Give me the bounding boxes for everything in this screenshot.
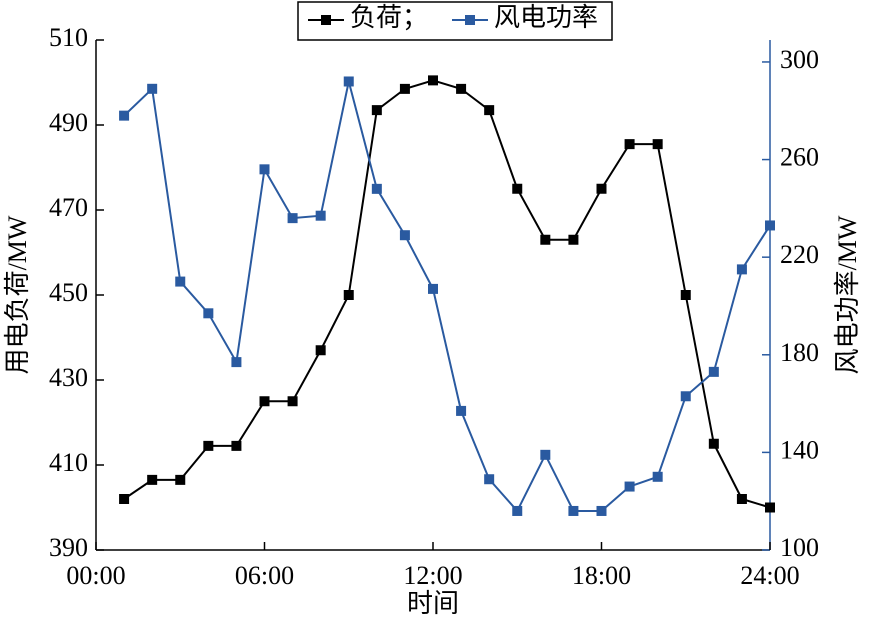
y-tick-label: 490	[49, 108, 88, 137]
y2-tick-label: 220	[780, 240, 819, 269]
series-marker	[708, 366, 719, 377]
series-marker	[456, 83, 467, 94]
series-marker	[540, 234, 551, 245]
x-axis-label: 时间	[407, 589, 459, 618]
series-marker	[175, 474, 186, 485]
series-marker	[175, 276, 186, 287]
series-marker	[765, 220, 775, 231]
series-marker	[428, 75, 438, 86]
series-marker	[231, 357, 242, 368]
series-marker	[484, 105, 495, 116]
series-marker	[203, 440, 214, 451]
x-tick-label: 12:00	[403, 561, 462, 590]
series-marker	[456, 405, 467, 416]
y2-tick-label: 300	[780, 45, 819, 74]
series-marker	[315, 210, 326, 221]
series-marker	[428, 283, 438, 294]
series-marker	[203, 308, 214, 319]
y-tick-label: 430	[49, 363, 88, 392]
series-marker	[736, 264, 747, 275]
series-marker	[596, 183, 607, 194]
series-marker	[624, 481, 635, 492]
legend-marker	[321, 15, 331, 25]
series-marker	[147, 474, 158, 485]
series-marker	[568, 234, 579, 245]
x-tick-label: 00:00	[66, 561, 125, 590]
x-tick-label: 24:00	[740, 561, 799, 590]
series-marker	[259, 396, 270, 407]
series-marker	[287, 396, 298, 407]
series-marker	[680, 391, 691, 402]
series-marker	[624, 139, 635, 150]
series-marker	[512, 183, 523, 194]
series-marker	[259, 164, 270, 175]
series-marker	[652, 471, 663, 482]
series-marker	[371, 183, 382, 194]
series-marker	[568, 505, 579, 516]
y-tick-label: 450	[49, 278, 88, 307]
series-marker	[484, 474, 495, 485]
series-marker	[399, 83, 410, 94]
y-tick-label: 470	[49, 193, 88, 222]
y2-tick-label: 100	[780, 533, 819, 562]
series-marker	[119, 110, 130, 121]
series-marker	[315, 345, 326, 356]
series-marker	[540, 449, 551, 460]
x-tick-label: 06:00	[235, 561, 294, 590]
series-marker	[596, 505, 607, 516]
series-marker	[343, 76, 354, 87]
y2-axis-label: 风电功率/MW	[833, 215, 862, 374]
series-marker	[371, 105, 382, 116]
y2-tick-label: 260	[780, 143, 819, 172]
series-marker	[652, 139, 663, 150]
legend-label: 负荷；	[350, 3, 428, 32]
series-marker	[765, 502, 775, 513]
series-marker	[736, 494, 747, 504]
y2-tick-label: 140	[780, 435, 819, 464]
y-tick-label: 410	[49, 448, 88, 477]
legend-marker	[465, 15, 475, 25]
series-marker	[512, 505, 523, 516]
series-marker	[680, 290, 691, 300]
series-marker	[287, 213, 298, 224]
y2-tick-label: 180	[780, 338, 819, 367]
y-axis-label: 用电负荷/MW	[3, 215, 32, 374]
series-marker	[147, 83, 158, 94]
series-marker	[343, 290, 354, 300]
x-tick-label: 18:00	[572, 561, 631, 590]
series-marker	[708, 438, 719, 449]
series-line	[123, 79, 771, 509]
series-marker	[119, 494, 130, 504]
series-marker	[231, 440, 242, 451]
series-line	[123, 81, 771, 513]
y-tick-label: 390	[49, 533, 88, 562]
y-tick-label: 510	[49, 23, 88, 52]
series-marker	[399, 230, 410, 241]
legend-label: 风电功率	[494, 3, 598, 32]
